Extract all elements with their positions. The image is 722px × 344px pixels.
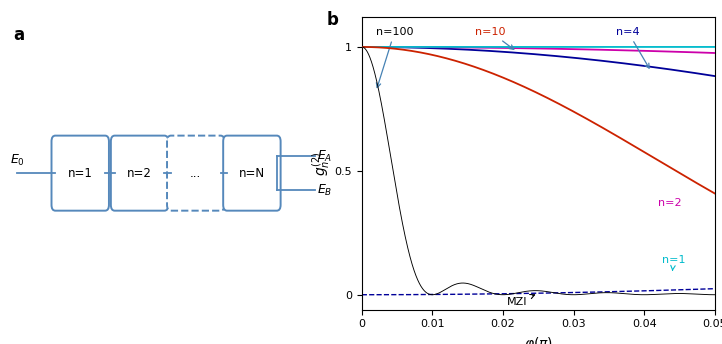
X-axis label: $\varphi(\pi)$: $\varphi(\pi)$ (523, 335, 553, 344)
Text: a: a (14, 26, 25, 44)
FancyBboxPatch shape (167, 136, 225, 211)
Text: n=2: n=2 (658, 197, 682, 207)
Text: ...: ... (190, 166, 201, 180)
Text: n=4: n=4 (616, 26, 649, 68)
Text: $E_0$: $E_0$ (10, 153, 25, 169)
FancyBboxPatch shape (111, 136, 168, 211)
Text: MZI: MZI (507, 294, 534, 307)
Text: n=100: n=100 (376, 26, 414, 88)
Text: $E_B$: $E_B$ (317, 183, 332, 198)
FancyBboxPatch shape (51, 136, 109, 211)
Text: b: b (326, 11, 339, 29)
Text: n=N: n=N (239, 166, 265, 180)
Text: n=2: n=2 (127, 166, 152, 180)
Text: $E_A$: $E_A$ (317, 149, 332, 164)
Text: n=10: n=10 (475, 26, 514, 50)
FancyBboxPatch shape (223, 136, 281, 211)
Y-axis label: $g_n^{(2)}$: $g_n^{(2)}$ (310, 151, 331, 175)
Text: n=1: n=1 (662, 255, 685, 270)
Text: n=1: n=1 (68, 166, 92, 180)
